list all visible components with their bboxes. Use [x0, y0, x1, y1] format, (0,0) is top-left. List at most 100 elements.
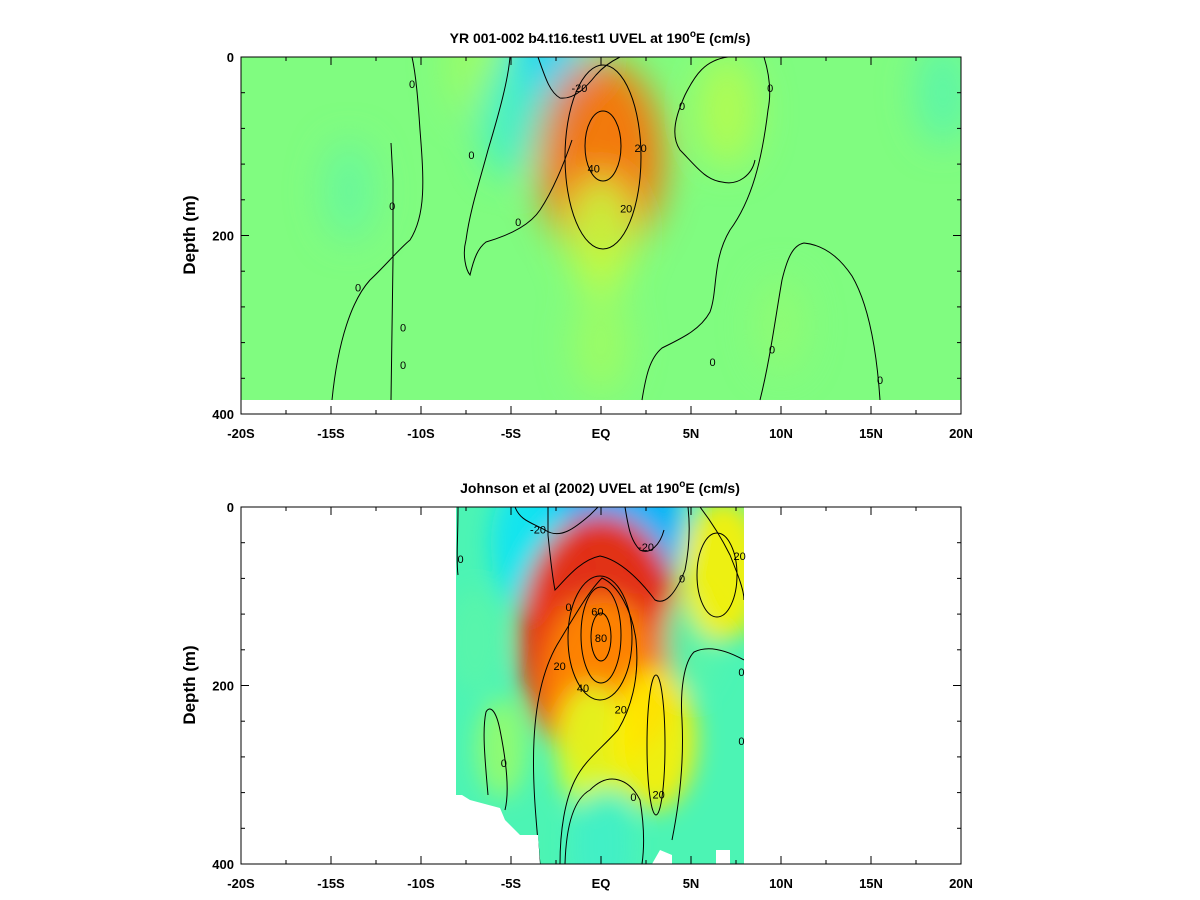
contour-label: 0 — [501, 758, 507, 770]
contour-0 — [463, 56, 573, 277]
x-axis: -20S -15S -10S -5S EQ 5N 10N 15N 20N — [227, 57, 973, 441]
x-tick-label: 5N — [683, 876, 700, 891]
contour-label: -20 — [530, 524, 546, 536]
contour-labels: -20 -20 20 0 0 0 60 80 20 40 20 0 0 0 20 0 — [458, 524, 746, 804]
contour-label: 0 — [767, 83, 773, 95]
contour-label: 20 — [652, 789, 664, 801]
field-cell — [756, 276, 806, 374]
field-cell — [681, 507, 744, 641]
contour-40 — [567, 575, 633, 701]
contour-label: 20 — [615, 705, 627, 717]
contour-80 — [590, 612, 612, 662]
contour-label: 0 — [389, 201, 395, 213]
contour-label: 20 — [733, 551, 745, 563]
contour-neg20 — [514, 507, 599, 535]
field-cell — [573, 290, 629, 395]
contour-label: 0 — [566, 602, 572, 614]
contour-0 — [564, 778, 645, 864]
field-cell — [915, 57, 961, 145]
contour-neg20 — [624, 507, 665, 552]
x-tick-label: 10N — [769, 876, 793, 891]
contour-20 — [646, 674, 666, 816]
y-tick-label: 200 — [212, 679, 234, 694]
contour-label: 0 — [400, 322, 406, 334]
contour-label: 0 — [877, 375, 883, 387]
x-tick-label: EQ — [592, 426, 611, 441]
y-tick-label: 400 — [212, 407, 234, 422]
contour-0 — [699, 507, 744, 601]
x-axis: -20S -15S -10S -5S EQ 5N 10N 15N 20N — [227, 507, 973, 891]
x-tick-label: 15N — [859, 426, 883, 441]
y-axis-title: Depth (m) — [180, 195, 199, 274]
field-cell — [480, 62, 542, 177]
x-tick-label: 20N — [949, 876, 973, 891]
x-tick-label: 15N — [859, 876, 883, 891]
contour-label: 40 — [577, 683, 589, 695]
contour-label: 0 — [400, 360, 406, 372]
contour-label: 0 — [630, 792, 636, 804]
contour-lines — [331, 56, 881, 401]
velocity-field — [323, 57, 961, 395]
title-main: Johnson et al (2002) UVEL at 190 — [460, 480, 679, 496]
y-tick-label: 0 — [227, 50, 234, 65]
x-tick-label: -15S — [317, 876, 345, 891]
contour-0 — [671, 648, 744, 841]
contour-20 — [532, 577, 638, 864]
x-tick-label: -10S — [407, 426, 435, 441]
x-tick-label: -15S — [317, 426, 345, 441]
contour-0 — [456, 507, 459, 576]
field-cell — [323, 141, 375, 241]
contour-label: 0 — [738, 667, 744, 679]
y-axis-title: Depth (m) — [180, 645, 199, 724]
contour-label: -20 — [571, 83, 587, 95]
field-cell — [476, 698, 528, 798]
contour-label: 0 — [458, 554, 464, 566]
title-main: YR 001-002 b4.t16.test1 UVEL at 190 — [450, 30, 690, 46]
x-tick-label: -20S — [227, 426, 255, 441]
title-degree-sup: o — [679, 479, 685, 490]
panel-title: Johnson et al (2002) UVEL at 190oE (cm/s… — [460, 479, 740, 496]
contour-label: 40 — [588, 164, 600, 176]
contour-label: 0 — [710, 357, 716, 369]
contour-20 — [696, 532, 738, 618]
field-cell — [537, 59, 665, 260]
contour-0 — [390, 142, 394, 401]
field-cell — [696, 57, 758, 168]
observation-panel: Johnson et al (2002) UVEL at 190oE (cm/s… — [180, 479, 973, 891]
x-tick-label: -10S — [407, 876, 435, 891]
field-cell — [613, 667, 697, 811]
contour-label: 0 — [679, 101, 685, 113]
x-tick-label: EQ — [592, 876, 611, 891]
contour-0 — [547, 507, 690, 602]
contour-labels: 0 -20 0 0 20 40 20 0 0 0 0 0 0 0 0 0 — [355, 79, 883, 387]
contour-0 — [759, 242, 881, 401]
contour-label: 0 — [769, 345, 775, 357]
x-tick-label: -5S — [501, 876, 522, 891]
x-tick-label: -5S — [501, 426, 522, 441]
title-degree-sup: o — [690, 29, 696, 40]
x-tick-label: -20S — [227, 876, 255, 891]
contour-label: 20 — [620, 204, 632, 216]
contour-label: 0 — [738, 736, 744, 748]
contour-40 — [584, 110, 622, 182]
contour-20 — [564, 64, 642, 250]
contour-label: 80 — [595, 633, 607, 645]
title-tail: E (cm/s) — [696, 30, 750, 46]
field-cell — [555, 683, 629, 813]
contour-label: 20 — [634, 143, 646, 155]
title-tail: E (cm/s) — [685, 480, 739, 496]
contour-label: 0 — [355, 282, 361, 294]
x-tick-label: 5N — [683, 426, 700, 441]
y-tick-label: 200 — [212, 229, 234, 244]
field-cell — [456, 588, 503, 694]
y-tick-label: 0 — [227, 500, 234, 515]
contour-label: 0 — [409, 79, 415, 91]
contour-0 — [641, 56, 771, 401]
x-tick-label: 20N — [949, 426, 973, 441]
contour-0 — [331, 56, 424, 401]
contour-0 — [674, 56, 756, 184]
contour-label: -20 — [638, 542, 654, 554]
